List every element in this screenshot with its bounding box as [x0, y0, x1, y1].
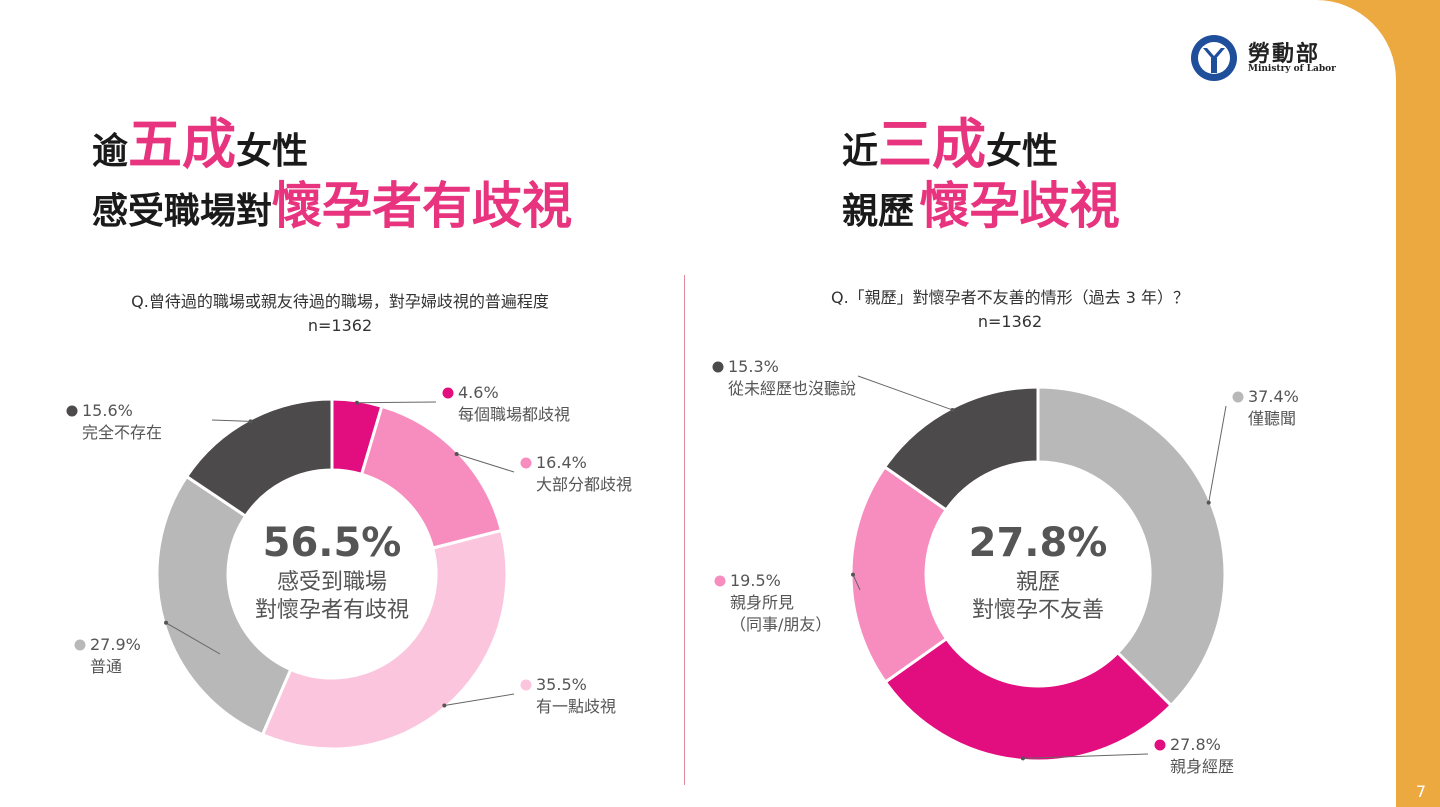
leader-dot — [354, 400, 359, 405]
legend-marker — [442, 387, 454, 399]
slice-value-label: 15.3% — [728, 357, 779, 376]
slice-category-label: 普通 — [90, 657, 122, 676]
slice-value-label: 16.4% — [536, 453, 587, 472]
donut-slice — [882, 385, 1040, 512]
panel-divider — [684, 275, 685, 785]
donut-slice — [883, 636, 1174, 763]
ministry-of-labor-emblem-icon — [1191, 35, 1237, 81]
leader-dot — [1020, 756, 1025, 761]
left-center-label-2: 對懷孕者有歧視 — [255, 598, 409, 623]
slice-category-label: （同事/朋友） — [730, 615, 831, 634]
leader-dot — [851, 572, 856, 577]
legend-marker — [66, 405, 78, 417]
donut-slice — [1036, 385, 1227, 708]
right-title-line1: 近三成女性 — [842, 113, 1059, 176]
legend-marker — [712, 361, 724, 373]
slice-category-label: 完全不存在 — [82, 423, 162, 442]
page-number: 7 — [1415, 782, 1426, 801]
donut-slice — [260, 528, 509, 751]
slice-value-label: 15.6% — [82, 401, 133, 420]
legend-marker — [714, 575, 726, 587]
left-donut-chart: 4.6% 每個職場都歧視 16.4% 大部分都歧視 35.5% 有一點歧視 27.9% 普通 1… — [66, 383, 632, 751]
slice-category-label: 有一點歧視 — [536, 697, 616, 716]
slice-value-label: 37.4% — [1248, 387, 1299, 406]
leader-line — [211, 419, 251, 422]
slice-value-label: 4.6% — [458, 383, 499, 402]
left-center-label-1: 感受到職場 — [277, 570, 387, 595]
slice-value-label: 19.5% — [730, 571, 781, 590]
slice-category-label: 從未經歷也沒聽說 — [728, 379, 856, 398]
leader-dot — [1206, 500, 1211, 505]
right-sample-size: n=1362 — [977, 312, 1043, 331]
leader-dot — [164, 620, 169, 625]
left-title-line1: 逾五成女性 — [92, 113, 309, 176]
leader-line — [165, 622, 221, 655]
slice-value-label: 27.9% — [90, 635, 141, 654]
right-donut-chart: 37.4% 僅聽聞 27.8% 親身經歷 19.5% 親身所見 （同事/朋友） 15.3% 從未… — [712, 357, 1299, 776]
slice-category-label: 親身經歷 — [1170, 757, 1234, 776]
leader-dot — [442, 703, 447, 708]
right-center-value: 27.8% — [969, 520, 1108, 566]
logo-name: 勞動部 — [1248, 42, 1321, 67]
right-center-label-1: 親歷 — [1016, 570, 1060, 595]
leader-dot — [950, 407, 955, 412]
legend-marker — [1232, 391, 1244, 403]
right-question-text: Q.「親歷」對懷孕者不友善的情形（過去 3 年）？ — [830, 288, 1190, 307]
leader-dot — [248, 419, 253, 424]
left-title-line2: 感受職場對懷孕者有歧視 — [92, 177, 573, 235]
legend-marker — [74, 639, 86, 651]
leader-line — [857, 375, 953, 411]
leader-line — [1022, 753, 1149, 759]
leader-line — [356, 401, 437, 404]
leader-line — [444, 693, 515, 707]
right-center-label-2: 對懷孕不友善 — [972, 598, 1104, 623]
donut-slice — [849, 464, 949, 685]
slice-category-label: 大部分都歧視 — [536, 475, 632, 494]
slice-category-label: 每個職場都歧視 — [458, 405, 570, 424]
left-center-value: 56.5% — [263, 520, 402, 566]
logo-subtitle: Ministry of Labor — [1248, 64, 1336, 74]
leader-line — [852, 574, 861, 591]
slice-value-label: 27.8% — [1170, 735, 1221, 754]
ministry-logo: 勞動部 Ministry of Labor — [1190, 34, 1360, 84]
legend-marker — [1154, 739, 1166, 751]
legend-marker — [520, 679, 532, 691]
right-question: Q.「親歷」對懷孕者不友善的情形（過去 3 年）？ n=1362 — [760, 284, 1260, 331]
donut-slice — [155, 474, 293, 737]
left-question: Q.曾待過的職場或親友待過的職場，對孕婦歧視的普遍程度 n=1362 — [80, 288, 600, 335]
donut-slice — [184, 397, 334, 519]
leader-dot — [454, 451, 459, 456]
slice-value-label: 35.5% — [536, 675, 587, 694]
left-sample-size: n=1362 — [307, 316, 373, 335]
right-title-line2: 親歷 懷孕歧視 — [842, 177, 1120, 235]
legend-marker — [520, 457, 532, 469]
slice-category-label: 親身所見 — [730, 593, 794, 612]
leader-line — [1208, 405, 1227, 503]
slice-category-label: 僅聽聞 — [1248, 409, 1296, 428]
left-question-text: Q.曾待過的職場或親友待過的職場，對孕婦歧視的普遍程度 — [131, 292, 549, 311]
leader-line — [456, 453, 515, 473]
